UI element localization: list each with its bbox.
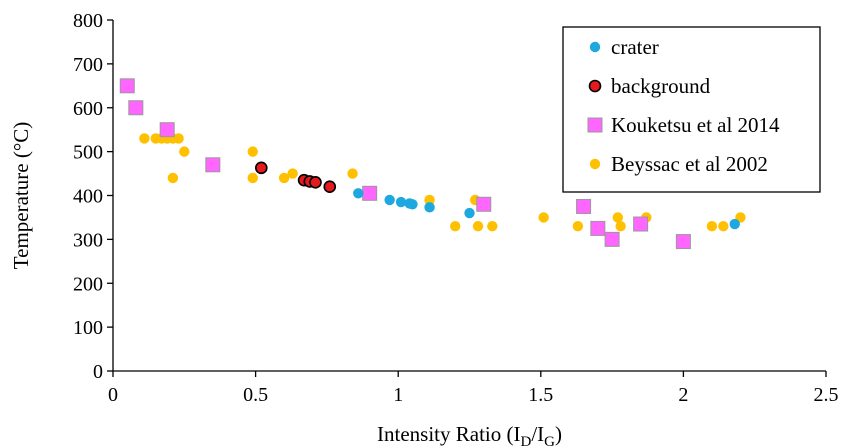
beyssac-et-al-2002-point <box>718 221 729 232</box>
background-point <box>309 176 322 189</box>
crater-point <box>407 199 418 210</box>
kouketsu-et-al-2014-point <box>205 157 221 173</box>
crater-point <box>464 207 475 219</box>
y-axis-title: Temperature (°C) <box>9 122 33 269</box>
x-tick-label: 1 <box>393 384 403 406</box>
beyssac-et-al-2002-point <box>167 172 179 184</box>
legend-label: Beyssac et al 2002 <box>611 152 768 176</box>
y-tick-label: 600 <box>73 98 103 120</box>
beyssac-et-al-2002-point <box>424 194 435 206</box>
kouketsu-et-al-2014-point <box>362 185 378 201</box>
kouketsu-et-al-2014-legend-marker <box>587 117 603 133</box>
x-axis-title-subscript: G <box>544 434 555 447</box>
legend-label: background <box>611 74 711 98</box>
beyssac-et-al-2002-point <box>538 212 549 223</box>
crater-legend-marker <box>589 41 601 53</box>
beyssac-et-al-2002-point <box>487 221 498 232</box>
x-tick-label: 0.5 <box>243 384 268 406</box>
plot-area <box>119 78 746 250</box>
beyssac-et-al-2002-point <box>450 221 461 232</box>
beyssac-et-al-2002-legend-marker <box>589 158 601 170</box>
crater-point <box>384 194 395 206</box>
beyssac-et-al-2002-point <box>615 221 626 232</box>
crater-point <box>353 188 364 199</box>
x-tick-label: 0 <box>108 384 118 406</box>
background-point <box>255 161 268 175</box>
x-tick-label: 1.5 <box>528 384 553 406</box>
x-axis-title-part: /I <box>531 422 544 446</box>
beyssac-et-al-2002-point <box>173 133 184 144</box>
y-tick-label: 0 <box>93 361 103 383</box>
legend-label: Kouketsu et al 2014 <box>611 113 780 137</box>
crater-point <box>395 196 407 208</box>
y-tick-label: 300 <box>73 229 103 251</box>
legend: crater background Kouketsu et al 2014 Beyss… <box>562 26 821 193</box>
kouketsu-et-al-2014-point <box>476 196 492 212</box>
beyssac-et-al-2002-point <box>612 212 624 223</box>
background-legend-marker <box>588 79 602 93</box>
x-axis-title-part: Intensity Ratio (I <box>377 422 520 446</box>
x-axis-title-part: ) <box>555 422 562 446</box>
x-tick-label: 2 <box>678 384 688 406</box>
kouketsu-et-al-2014-point <box>576 198 592 214</box>
beyssac-et-al-2002-point <box>287 168 298 179</box>
crater-point <box>729 218 740 230</box>
beyssac-et-al-2002-point <box>247 146 258 157</box>
kouketsu-et-al-2014-point <box>119 78 135 94</box>
legend-box <box>562 26 821 193</box>
kouketsu-et-al-2014-point <box>604 231 620 247</box>
beyssac-et-al-2002-point <box>572 221 584 232</box>
beyssac-et-al-2002-point <box>347 168 358 179</box>
y-tick-label: 100 <box>73 317 103 339</box>
kouketsu-et-al-2014-point <box>633 216 649 232</box>
x-tick-label: 2.5 <box>814 384 839 406</box>
axes: 0 100 200 300 400 500 600 700 800 0 0.5 1 1.5 2 2.5 Tem… <box>9 10 839 447</box>
legend-label: crater <box>611 35 659 59</box>
y-tick-label: 800 <box>73 10 103 32</box>
y-tick-label: 400 <box>73 186 103 208</box>
beyssac-et-al-2002-point <box>139 133 150 144</box>
kouketsu-et-al-2014-point <box>675 234 691 250</box>
y-tick-label: 200 <box>73 273 103 295</box>
beyssac-et-al-2002-point <box>247 172 258 184</box>
beyssac-et-al-2002-point <box>706 221 718 232</box>
kouketsu-et-al-2014-point <box>159 122 175 138</box>
beyssac-et-al-2002-point <box>278 172 290 184</box>
y-tick-label: 500 <box>73 142 103 164</box>
beyssac-et-al-2002-point <box>179 146 190 157</box>
kouketsu-et-al-2014-point <box>590 220 606 236</box>
kouketsu-et-al-2014-point <box>128 100 144 116</box>
x-axis-title-subscript: D <box>520 434 531 447</box>
beyssac-et-al-2002-point <box>472 221 484 232</box>
y-tick-label: 700 <box>73 54 103 76</box>
x-axis-title: Intensity Ratio (ID/IG) <box>377 422 562 447</box>
background-point <box>323 180 337 194</box>
crater-point <box>424 202 435 213</box>
